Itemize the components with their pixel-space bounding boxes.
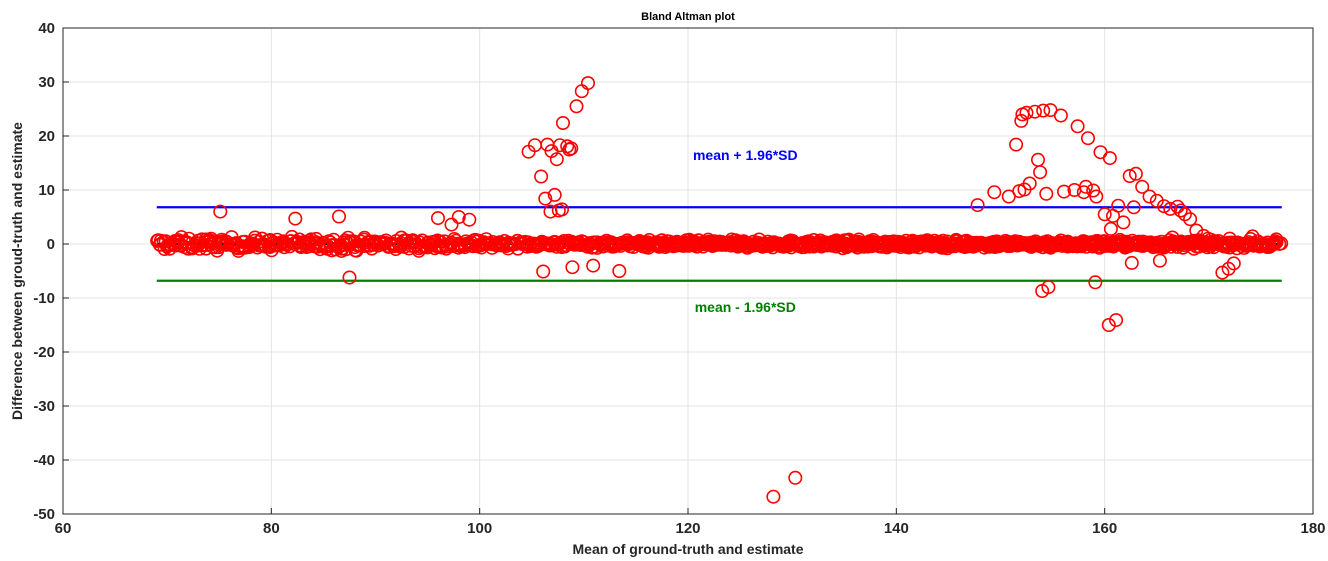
data-point (1078, 179, 1093, 194)
data-point (331, 209, 346, 224)
data-point (288, 211, 303, 226)
chart-title: Bland Altman plot (641, 11, 735, 23)
data-point (1122, 169, 1137, 184)
y-tick-label: 0 (47, 236, 55, 253)
data-point (612, 263, 627, 278)
x-tick-label: 120 (675, 520, 700, 537)
data-point (342, 270, 357, 285)
data-point (536, 264, 551, 279)
data-point (430, 211, 445, 226)
data-point (1226, 256, 1241, 271)
data-point (547, 187, 562, 202)
y-tick-label: -30 (33, 398, 55, 415)
x-axis-label: Mean of ground-truth and estimate (573, 541, 804, 557)
data-point (538, 191, 553, 206)
data-point (1245, 229, 1260, 244)
data-point (1196, 228, 1211, 243)
y-tick-label: 10 (38, 182, 55, 199)
x-tick-label: 60 (55, 520, 72, 537)
data-point (766, 489, 781, 504)
tick-labels: 60 80 100 120 140 160 180 -50 -40 -30 -20 -10 0 10 20 3… (33, 20, 1325, 537)
data-point (555, 116, 570, 131)
x-tick-label: 180 (1300, 520, 1325, 537)
data-point (586, 258, 601, 273)
data-points (150, 76, 1289, 504)
data-point (554, 202, 569, 217)
data-point (1070, 119, 1085, 134)
data-point (1165, 230, 1180, 245)
data-point (1124, 255, 1139, 270)
data-point (1109, 313, 1124, 328)
data-point (549, 152, 564, 167)
data-point (1183, 212, 1198, 227)
y-tick-label: 40 (38, 20, 55, 37)
data-point (1053, 108, 1068, 123)
data-point (1027, 104, 1042, 119)
data-point (1142, 189, 1157, 204)
data-point (1089, 189, 1104, 204)
data-point (451, 210, 466, 225)
x-tick-label: 140 (884, 520, 909, 537)
y-tick-label: -10 (33, 290, 55, 307)
data-point (987, 185, 1002, 200)
data-point (1170, 199, 1185, 214)
data-point (1126, 200, 1141, 215)
data-point (1041, 280, 1056, 295)
data-point (1022, 176, 1037, 191)
data-point (565, 260, 580, 275)
y-tick-label: -50 (33, 506, 55, 523)
y-tick-label: 20 (38, 128, 55, 145)
data-point (1009, 137, 1024, 152)
data-point (1116, 215, 1131, 230)
lower-limit-label: mean - 1.96*SD (695, 299, 796, 315)
y-axis-label: Difference between groud-truth and estim… (9, 122, 25, 420)
x-tick-label: 100 (467, 520, 492, 537)
data-point (1135, 179, 1150, 194)
data-point (1157, 199, 1172, 214)
data-point (1163, 201, 1178, 216)
data-point (534, 169, 549, 184)
data-point (580, 76, 595, 91)
data-point (1019, 105, 1034, 120)
y-tick-label: -20 (33, 344, 55, 361)
data-point (1102, 151, 1117, 166)
data-point (462, 212, 477, 227)
data-point (1128, 166, 1143, 181)
data-point (1057, 184, 1072, 199)
data-point (1222, 231, 1237, 246)
y-tick-label: -40 (33, 452, 55, 469)
data-point (1103, 221, 1118, 236)
data-point (1036, 103, 1051, 118)
data-point (1203, 232, 1218, 247)
data-point (1088, 275, 1103, 290)
data-point (788, 470, 803, 485)
data-point (1097, 207, 1112, 222)
data-point (1033, 165, 1048, 180)
data-point (1177, 207, 1192, 222)
y-tick-label: 30 (38, 74, 55, 91)
data-point (444, 217, 459, 232)
data-point (1101, 317, 1116, 332)
data-point (1274, 236, 1289, 251)
x-tick-label: 160 (1092, 520, 1117, 537)
data-point (1039, 186, 1054, 201)
data-point (1152, 253, 1167, 268)
data-point (1081, 131, 1096, 146)
data-point (1173, 203, 1188, 218)
upper-limit-label: mean + 1.96*SD (693, 147, 798, 163)
data-point (1111, 198, 1126, 213)
data-point (564, 141, 579, 156)
data-point (569, 99, 584, 114)
data-point (970, 198, 985, 213)
x-tick-label: 80 (263, 520, 280, 537)
data-point (213, 204, 228, 219)
